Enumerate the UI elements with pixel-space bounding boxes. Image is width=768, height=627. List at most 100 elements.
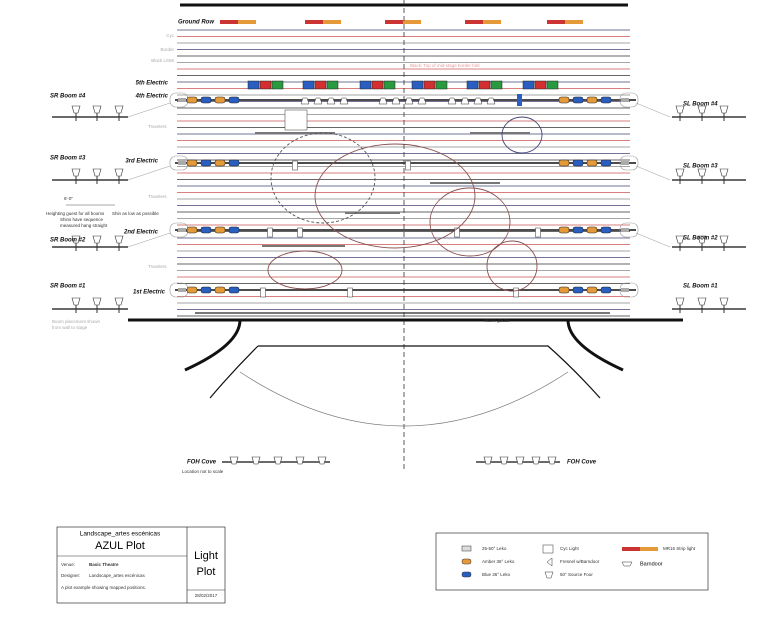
leko [558,286,570,294]
cyc-light [259,80,272,90]
cyc-light [383,80,396,90]
legend-label: Cyc Light [560,546,580,551]
leko [558,96,570,104]
strip-light [220,20,238,24]
foh-fixture [499,456,509,465]
leko [621,288,629,292]
position-label: FOH Cove [187,460,217,466]
boom-fixture [92,235,102,244]
special [535,227,541,238]
legend-label: 50° Source Four [560,572,593,577]
special [454,227,460,238]
cyc-light [271,80,284,90]
fresnel [486,97,496,105]
special [260,287,266,298]
legend-label: Blue 36° Leko [482,572,511,577]
leko [517,94,522,106]
note: Heighting guest for all booms [46,211,105,216]
leko [228,226,240,234]
leko [558,159,570,167]
cyc-light [490,80,503,90]
legend-icon [544,571,554,579]
fresnel [473,97,483,105]
legend-label: 25-50° Leko [482,546,507,551]
cyc-light [359,80,372,90]
leko [186,226,198,234]
fresnel [326,97,336,105]
fresnel [313,97,323,105]
boom-fixture [92,297,102,306]
leko [178,228,186,232]
leko [621,161,629,165]
leko [572,96,584,104]
focus-area [270,132,376,224]
focus-area [501,116,543,154]
field-label: Designer: [61,573,80,578]
leko [200,159,212,167]
apron [184,319,242,372]
cyc-light [478,80,491,90]
title-block [56,526,226,604]
boom-fixture [675,105,685,114]
cyc-light [435,80,448,90]
legend-icon [546,557,553,567]
sheet-label: Plot [197,566,216,578]
legend-icon [461,558,472,565]
legend-icon [461,545,472,552]
foh-fixture [547,456,557,465]
company: Landscape_artes escénicas [80,531,161,538]
plot-title: AZUL Plot [95,540,145,552]
leko [600,159,612,167]
boom-fixture [92,105,102,114]
field-label: Venue: [61,562,75,567]
boom-fixture [114,235,124,244]
leko [200,96,212,104]
boom-fixture [71,297,81,306]
cyc-light [546,80,559,90]
focus-area [429,187,511,257]
leko [186,159,198,167]
pipe [127,165,171,181]
boom-fixture [675,297,685,306]
cyc-light [314,80,327,90]
legend-box [435,532,709,591]
position-label: Ground Row [178,20,214,26]
boom-fixture [697,168,707,177]
special [405,160,411,171]
scenery [284,109,308,131]
leko [586,286,598,294]
legend-icon [621,561,633,567]
legend-icon [461,571,472,578]
cyc-light [371,80,384,90]
boom-label: SL Boom #4 [683,102,718,108]
pipe-end [619,155,639,171]
leko [178,161,186,165]
foh-fixture [515,456,525,465]
cyc-light [466,80,479,90]
focus-area [267,250,343,290]
legend-icon [622,547,640,551]
strip-light [465,20,483,24]
leko [621,228,629,232]
boom-fixture [719,168,729,177]
boom-label: SL Boom #2 [683,236,718,242]
leko [572,286,584,294]
position-label: 2nd Electric [123,230,159,236]
fresnel [460,97,470,105]
boom-fixture [71,168,81,177]
layout-shapes [52,0,746,604]
boom-label: SR Boom #2 [50,238,86,244]
fresnel [378,97,388,105]
fresnel [404,97,414,105]
special [513,287,519,298]
boom-fixture [71,235,81,244]
sheet-label: Light [194,550,218,562]
cyc-light [423,80,436,90]
boom-fixture [719,297,729,306]
boom-label: SR Boom #1 [50,284,86,290]
fresnel [300,97,310,105]
foh-fixture [317,456,327,465]
boom-label: SL Boom #1 [683,284,718,290]
position-label: 1st Electric [133,290,166,296]
